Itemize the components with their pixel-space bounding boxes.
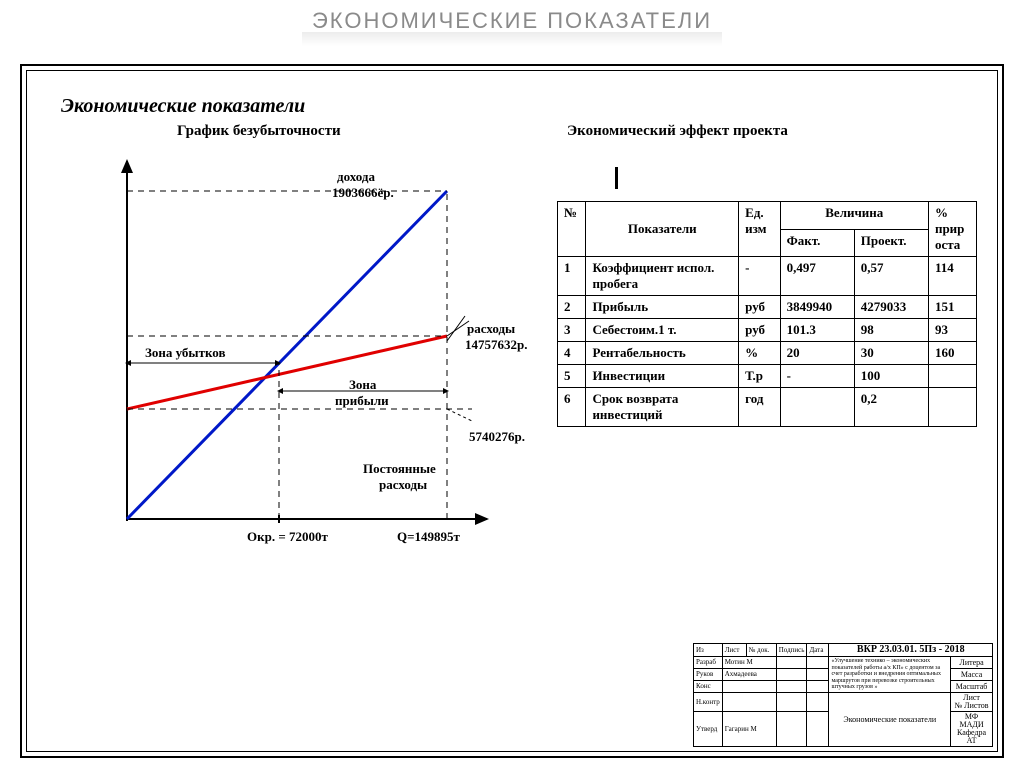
table-cell: 2	[558, 296, 586, 319]
table-row: 2Прибыльруб38499404279033151	[558, 296, 977, 319]
col-value: Величина	[780, 202, 928, 230]
stamp-name-1: Ахмадеева	[722, 669, 776, 681]
fixed-label-2: расходы	[379, 477, 427, 492]
fixed-value: 5740276р.	[469, 429, 525, 444]
table-cell: -	[739, 257, 780, 296]
slide-title: ЭКОНОМИЧЕСКИЕ ПОКАЗАТЕЛИ	[0, 0, 1024, 38]
table-cell	[928, 388, 976, 427]
col-growth: % прир оста	[928, 202, 976, 257]
x-break-label: Oкр. = 72000т	[247, 529, 328, 544]
chart-svg: дохода 1903666ёр. Зона убытков Зона приб…	[67, 141, 537, 581]
stamp-name-4: Гагарин М	[722, 712, 776, 747]
stamp-hdr-1: Лист	[722, 644, 746, 657]
table-row: 5ИнвестицииТ.р-100	[558, 365, 977, 388]
breakeven-chart: дохода 1903666ёр. Зона убытков Зона приб…	[67, 141, 537, 581]
x-max-label: Q=149895т	[397, 529, 461, 544]
table-cell: Коэффициент испол. пробега	[586, 257, 739, 296]
table-cell: Рентабельность	[586, 342, 739, 365]
stamp-role-4: Утверд	[694, 712, 723, 747]
table-cell: Срок возврата инвестиций	[586, 388, 739, 427]
mark-icon	[615, 167, 618, 189]
stamp-hdr-2: № док.	[746, 644, 776, 657]
stamp-hdr-0: Из	[694, 644, 723, 657]
fixed-label-1: Постоянные	[363, 461, 436, 476]
table-cell: 0,57	[854, 257, 928, 296]
table-row: 1Коэффициент испол. пробега-0,4970,57114	[558, 257, 977, 296]
table-cell	[780, 388, 854, 427]
table-cell: Себестоим.1 т.	[586, 319, 739, 342]
table-cell: 93	[928, 319, 976, 342]
col-indicator: Показатели	[586, 202, 739, 257]
stamp-desc: «Улучшение технико – экономических показ…	[829, 657, 951, 693]
profit-zone-2: прибыли	[335, 393, 389, 408]
table-cell: 6	[558, 388, 586, 427]
table-cell: 98	[854, 319, 928, 342]
stamp-role-3: Н.контр	[694, 693, 723, 712]
effect-title: Экономический эффект проекта	[567, 123, 788, 140]
col-unit: Ед. изм	[739, 202, 780, 257]
table-cell: 20	[780, 342, 854, 365]
table-row: 3Себестоим.1 т.руб101.39893	[558, 319, 977, 342]
effect-table: № Показатели Ед. изм Величина % прир ост…	[557, 201, 977, 427]
stamp-role-2: Конс	[694, 681, 723, 693]
table-cell: Т.р	[739, 365, 780, 388]
table-cell: 4279033	[854, 296, 928, 319]
table-cell: руб	[739, 296, 780, 319]
stamp-drawing-title: Экономические показатели	[829, 693, 951, 747]
stamp-lit: Литера	[951, 657, 993, 669]
table-cell: 3849940	[780, 296, 854, 319]
stamp-hdr-4: Дата	[807, 644, 829, 657]
table-header-row: № Показатели Ед. изм Величина % прир ост…	[558, 202, 977, 230]
chart-title: График безубыточности	[177, 123, 341, 140]
stamp-role-0: Разраб	[694, 657, 723, 669]
col-proj: Проект.	[854, 229, 928, 257]
table-cell: 151	[928, 296, 976, 319]
drawing-frame: Экономические показатели График безубыто…	[20, 64, 1004, 758]
table-cell: -	[780, 365, 854, 388]
inner-frame: Экономические показатели График безубыто…	[26, 70, 998, 752]
table-row: 4Рентабельность%2030160	[558, 342, 977, 365]
section-heading: Экономические показатели	[61, 95, 305, 118]
table-cell: 100	[854, 365, 928, 388]
table-cell: Прибыль	[586, 296, 739, 319]
table-cell: 1	[558, 257, 586, 296]
income-label-2: 1903666ёр.	[332, 185, 394, 200]
stamp-scale: Масштаб	[951, 681, 993, 693]
table-cell	[928, 365, 976, 388]
stamp-mass: Масса	[951, 669, 993, 681]
table-cell: %	[739, 342, 780, 365]
stamp-org2: Кафедра АТ	[957, 728, 986, 745]
table-cell: 5	[558, 365, 586, 388]
col-num: №	[558, 202, 586, 257]
profit-zone-1: Зона	[349, 377, 377, 392]
table-cell: 114	[928, 257, 976, 296]
table-cell: руб	[739, 319, 780, 342]
stamp-hdr-3: Подпись	[776, 644, 807, 657]
table-cell: 160	[928, 342, 976, 365]
loss-zone-label: Зона убытков	[145, 345, 225, 360]
stamp-org1: МФ МАДИ	[959, 712, 983, 729]
table-cell: 0,2	[854, 388, 928, 427]
table-cell: 4	[558, 342, 586, 365]
table-cell: год	[739, 388, 780, 427]
expense-label-2: 14757632р.	[465, 337, 527, 352]
stamp-doc-code: ВКР 23.03.01. 5Пз - 2018	[829, 644, 993, 657]
col-fact: Факт.	[780, 229, 854, 257]
income-label-1: дохода	[337, 169, 375, 184]
table-cell: 3	[558, 319, 586, 342]
stamp-name-0: Мотин М	[722, 657, 776, 669]
stamp-role-1: Руков	[694, 669, 723, 681]
title-block: Из Лист № док. Подпись Дата ВКР 23.03.01…	[693, 643, 993, 747]
table-row: 6Срок возврата инвестицийгод 0,2	[558, 388, 977, 427]
table-cell: Инвестиции	[586, 365, 739, 388]
table-cell: 101.3	[780, 319, 854, 342]
table-cell: 30	[854, 342, 928, 365]
table-cell: 0,497	[780, 257, 854, 296]
expense-label-1: расходы	[467, 321, 515, 336]
